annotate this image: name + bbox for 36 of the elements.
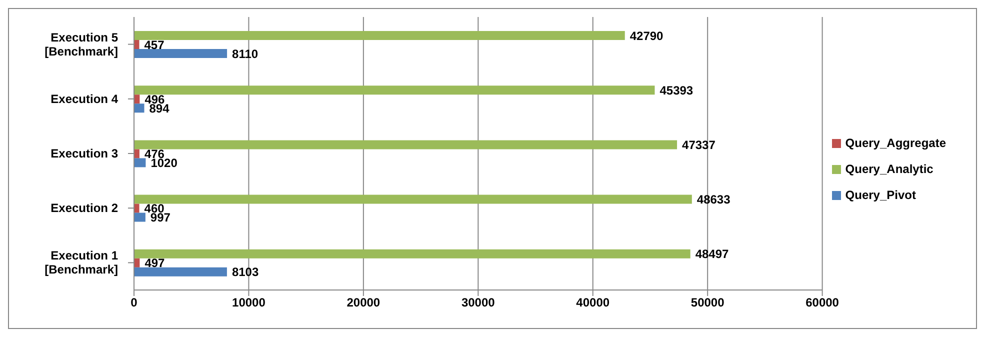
data-label: 48497 xyxy=(695,247,730,262)
data-label: 8110 xyxy=(232,46,258,61)
bar xyxy=(134,104,144,113)
x-tick-label: 50000 xyxy=(690,296,725,310)
x-tick-label: 40000 xyxy=(576,296,610,310)
x-tick-label: 20000 xyxy=(346,296,380,310)
y-tick-label: Execution 5 [Benchmark] xyxy=(44,30,118,58)
data-label: 42790 xyxy=(630,28,664,43)
bar xyxy=(134,158,146,168)
data-label: 8103 xyxy=(232,265,259,280)
bar xyxy=(134,194,692,204)
x-tick-label: 60000 xyxy=(806,296,840,310)
bar xyxy=(134,149,140,158)
bar xyxy=(134,249,690,258)
x-tick-label: 10000 xyxy=(232,296,266,310)
y-tick-label: Execution 4 xyxy=(50,92,118,106)
data-label: 45393 xyxy=(660,83,694,98)
bar xyxy=(134,212,146,222)
legend-label: Query_Aggregate xyxy=(845,136,946,150)
bar xyxy=(134,49,228,58)
legend-label: Query_Analytic xyxy=(845,162,934,176)
data-label: 457 xyxy=(144,38,165,52)
y-tick-label: Execution 1 [Benchmark] xyxy=(44,248,118,277)
y-tick-label: Execution 3 xyxy=(50,146,118,160)
data-label: 497 xyxy=(144,256,166,270)
x-tick-label: 30000 xyxy=(461,296,496,310)
data-label: 47337 xyxy=(682,138,716,152)
bar xyxy=(134,267,227,276)
bar xyxy=(134,204,140,213)
y-tick-label: Execution 2 xyxy=(50,201,118,216)
bar xyxy=(134,31,625,40)
data-label: 48633 xyxy=(696,192,731,207)
bar xyxy=(134,86,655,95)
x-tick-label: 0 xyxy=(130,296,138,310)
bar xyxy=(134,140,678,150)
legend-label: Query_Pivot xyxy=(845,188,916,202)
